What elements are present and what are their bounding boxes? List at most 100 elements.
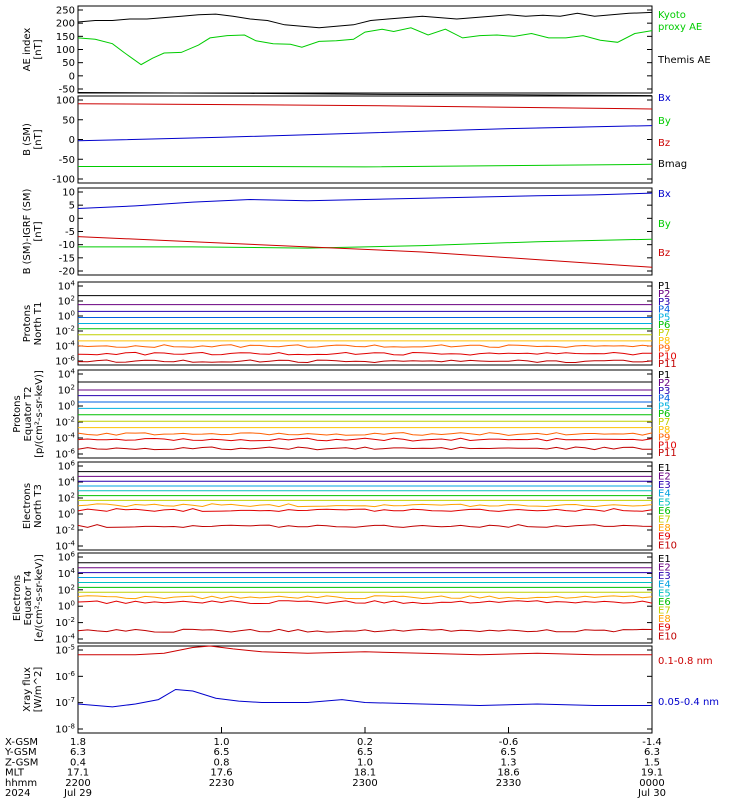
y-tick-label: 10	[62, 188, 75, 199]
x-row-value: 6.5	[501, 747, 517, 758]
y-tick-label: 250	[56, 6, 75, 17]
y-axis-label: [nT]	[33, 221, 44, 241]
series-line-bmag	[77, 92, 653, 97]
legend-label: E6	[658, 506, 671, 517]
panel-2: 100 50 0 -50 -100 B (SM) [nT] Bx By Bz Bmag	[22, 92, 687, 186]
y-tick-label: 104	[58, 567, 76, 580]
x-row-label: Y-GSM	[4, 747, 37, 758]
panel-frame	[77, 645, 653, 734]
series-line-p10	[77, 351, 652, 356]
legend-label: E5	[658, 497, 671, 508]
y-tick-label: 200	[56, 19, 75, 30]
legend-label: P2	[658, 289, 670, 300]
y-tick-label: 100	[58, 400, 75, 413]
legend-label: P2	[658, 378, 670, 389]
y-tick-label: 10-4	[55, 633, 75, 646]
x-axis: X-GSM 1.8 1.0 0.2 -0.6 -1.4 Y-GSM 6.3 6.5 6.5 6.5 6…	[4, 727, 666, 799]
legend-label: P8	[658, 425, 670, 436]
legend-label: By	[658, 116, 671, 127]
series-line-e9	[77, 508, 653, 512]
panel-frame	[77, 552, 653, 644]
series-line-p9	[77, 344, 653, 348]
y-axis-label: [p/(cm²-s-sr-keV)]	[34, 370, 45, 458]
legend-label: P10	[658, 440, 677, 451]
y-tick-label: -50	[59, 85, 75, 96]
y-tick-label: 100	[58, 508, 75, 521]
y-tick-label: 5	[69, 201, 75, 212]
legend-label: P3	[658, 297, 670, 308]
legend-label: Bx	[658, 93, 671, 104]
legend-label: P5	[658, 401, 670, 412]
y-tick-label: 50	[62, 58, 75, 69]
y-axis-label: Electrons	[22, 483, 33, 529]
series-line-by	[78, 238, 653, 249]
series-line-0-05-0-4-nm	[77, 688, 652, 708]
legend-label: E1	[658, 554, 671, 565]
series-line-p11	[77, 446, 653, 451]
legend-label: P1	[658, 281, 670, 292]
series-line-bz	[77, 236, 653, 268]
legend-label: E2	[658, 471, 671, 482]
y-tick-label: 100	[56, 45, 75, 56]
legend-label: E10	[658, 631, 677, 642]
legend-label: P10	[658, 351, 677, 362]
series-line-e8	[77, 503, 653, 508]
panel-frame	[77, 5, 653, 94]
y-tick-label: 10-5	[55, 644, 75, 657]
series-line-0-1-0-8-nm	[78, 645, 652, 656]
x-row-value: 17.6	[210, 768, 232, 779]
y-axis-label: [nT]	[33, 39, 44, 59]
y-axis-label: Electrons	[12, 575, 23, 621]
x-row-value: 0.8	[214, 757, 230, 768]
y-tick-label: 106	[58, 551, 76, 564]
y-axis-label: Equator T4	[23, 571, 34, 626]
y-tick-label: -15	[59, 253, 75, 264]
legend-label: Kyoto	[658, 10, 686, 21]
series-line-e10	[77, 628, 653, 633]
series-line-e10	[77, 524, 653, 528]
legend-label: E10	[658, 540, 677, 551]
panel-1: 250 200 150 100 50 0 -50 AE index [nT] Kyotoproxy…	[22, 5, 711, 96]
legend-label: proxy AE	[658, 22, 702, 33]
y-tick-label: 100	[56, 96, 75, 107]
y-tick-label: 10-4	[55, 540, 75, 553]
legend-label: 0.05-0.4 nm	[658, 697, 719, 708]
legend-label: Themis AE	[657, 55, 711, 66]
y-axis-label: Protons	[22, 305, 33, 342]
legend-label: P4	[658, 394, 670, 405]
y-tick-label: 102	[58, 583, 75, 596]
panel-7: 106 104 102 100 10-2 10-4 Electrons Equator T4[…	[12, 551, 677, 646]
y-tick-label: 50	[62, 115, 75, 126]
x-row-value: -1.4	[642, 737, 662, 748]
legend-label: E9	[658, 532, 671, 543]
legend-label: Bx	[658, 189, 671, 200]
y-tick-label: 100	[58, 600, 75, 613]
legend-label: By	[658, 219, 671, 230]
panel-frame	[77, 369, 653, 459]
legend-label: E6	[658, 597, 671, 608]
series-line-bx	[77, 125, 653, 142]
series-line-themis-ae	[77, 11, 653, 29]
y-axis-label: [W/m^2]	[33, 667, 44, 713]
y-tick-label: 102	[58, 295, 75, 308]
y-tick-label: 150	[56, 32, 75, 43]
series-line-bz	[77, 103, 653, 110]
y-tick-label: 0	[69, 135, 75, 146]
series-line-p9	[77, 432, 653, 436]
legend-label: P5	[658, 312, 670, 323]
x-row-value: 0.4	[70, 757, 86, 768]
y-tick-label: -20	[59, 267, 75, 278]
legend-label: E8	[658, 523, 671, 534]
y-tick-label: 0	[69, 214, 75, 225]
legend-label: E1	[658, 463, 671, 474]
legend-label: 0.1-0.8 nm	[658, 656, 713, 667]
series-line-kyoto-proxy-ae	[77, 27, 653, 66]
x-row-label: hhmm	[5, 778, 37, 789]
x-row-value: 19.1	[641, 768, 663, 779]
y-axis-label: [nT]	[33, 129, 44, 149]
panel-5: 104 102 100 10-2 10-4 10-6 Protons Equator T2 [p…	[12, 368, 677, 461]
y-tick-label: 10-2	[55, 325, 75, 338]
panel-3: 10 5 0 -5 -10 -15 -20 B (SM)-IGRF (SM) [nT] Bx By B…	[22, 187, 671, 278]
